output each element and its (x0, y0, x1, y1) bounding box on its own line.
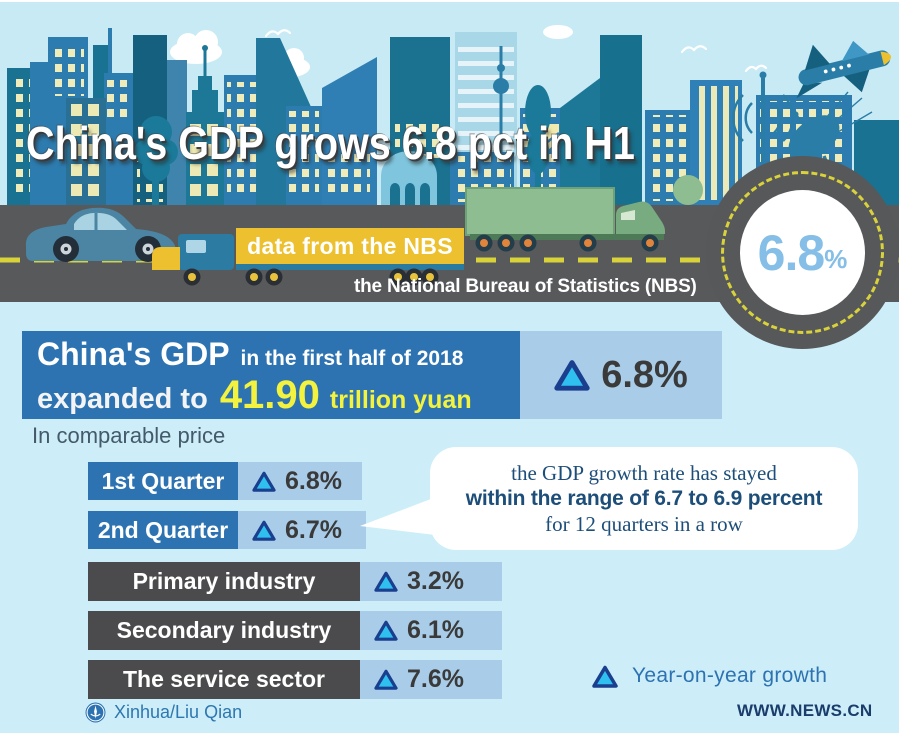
nbs-truck-icon (152, 234, 464, 286)
headline-prefix: expanded to (37, 383, 208, 415)
quarter-value: 6.7% (285, 515, 342, 544)
speech-bubble: the GDP growth rate has stayed within th… (430, 447, 858, 550)
credit-text: Xinhua/Liu Qian (114, 702, 243, 722)
gdp-amount: 41.90 (219, 373, 320, 417)
bubble-line1: the GDP growth rate has stayed (511, 460, 777, 485)
gdp-amount-unit: trillion yuan (329, 386, 472, 414)
gdp-growth-badge: 6.8 % (706, 156, 899, 349)
quarter-row: 2nd Quarter 6.7% (88, 511, 366, 549)
truck-banner: data from the NBS (236, 228, 464, 264)
industry-value-box: 7.6% (360, 660, 502, 699)
growth-triangle-icon (252, 520, 276, 541)
industry-value-box: 6.1% (360, 611, 502, 650)
quarter-row: 1st Quarter 6.8% (88, 462, 362, 500)
tree-icon (673, 175, 703, 205)
headline-text-block: China's GDP in the first half of 2018 ex… (22, 331, 520, 419)
headline-growth-value: 6.8% (601, 353, 688, 396)
growth-triangle-icon (374, 571, 398, 592)
headline-period: in the first half of 2018 (240, 347, 464, 370)
growth-triangle-icon (592, 665, 618, 688)
quarter-label: 1st Quarter (88, 462, 238, 500)
bottom-edge (0, 733, 899, 738)
industry-label: Secondary industry (88, 611, 360, 650)
legend-label: Year-on-year growth (632, 664, 828, 687)
delivery-truck-icon (465, 187, 665, 252)
car-icon (25, 207, 177, 262)
quarter-label: 2nd Quarter (88, 511, 238, 549)
badge-percent-sign: % (824, 244, 848, 274)
page-title: China's GDP grows 6.8 pct in H1 (26, 117, 635, 169)
truck-banner-label: data from the NBS (247, 232, 453, 259)
industry-value: 7.6% (407, 665, 464, 693)
industry-label: Primary industry (88, 562, 360, 601)
badge-core: 6.8 % (740, 190, 865, 315)
headline-lead: China's GDP (37, 336, 230, 372)
quarter-value-box: 6.7% (238, 511, 366, 549)
road-caption: the National Bureau of Statistics (NBS) (354, 276, 697, 297)
legend: Year-on-year growth (592, 664, 827, 688)
growth-triangle-icon (374, 669, 398, 690)
website-link[interactable]: WWW.NEWS.CN (737, 701, 873, 720)
headline-panel: China's GDP in the first half of 2018 ex… (22, 331, 722, 419)
growth-triangle-icon (374, 620, 398, 641)
industry-row: The service sector 7.6% (88, 660, 502, 699)
bubble-line3: for 12 quarters in a row (545, 511, 743, 536)
xinhua-logo-icon (85, 702, 106, 723)
comparable-price-note: In comparable price (32, 423, 226, 448)
speech-bubble-tail (360, 494, 444, 536)
badge-value: 6.8 (757, 224, 826, 281)
industry-value: 6.1% (407, 616, 464, 644)
headline-growth-box: 6.8% (520, 331, 722, 419)
quarter-value-box: 6.8% (238, 462, 362, 500)
industry-value: 3.2% (407, 567, 464, 595)
industry-row: Primary industry 3.2% (88, 562, 502, 601)
growth-triangle-icon (252, 471, 276, 492)
quarter-value: 6.8% (285, 466, 342, 495)
industry-label: The service sector (88, 660, 360, 699)
credit-line: Xinhua/Liu Qian (85, 702, 242, 723)
badge-dashed-ring (721, 171, 884, 334)
bubble-line2: within the range of 6.7 to 6.9 percent (465, 486, 823, 510)
tree-icon (134, 85, 551, 205)
growth-triangle-icon (554, 360, 590, 391)
industry-row: Secondary industry 6.1% (88, 611, 502, 650)
bird-icon (264, 29, 768, 73)
industry-value-box: 3.2% (360, 562, 502, 601)
top-edge (0, 0, 899, 2)
